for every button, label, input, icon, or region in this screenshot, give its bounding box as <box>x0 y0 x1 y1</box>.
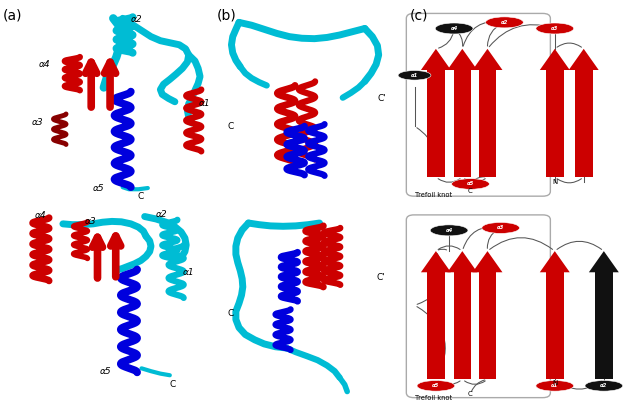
Text: α2: α2 <box>156 210 167 219</box>
Text: α3: α3 <box>551 26 559 31</box>
Bar <box>595 272 613 379</box>
Ellipse shape <box>417 381 455 391</box>
Text: α1: α1 <box>199 99 210 108</box>
Text: α2: α2 <box>501 20 508 25</box>
Bar <box>479 272 496 379</box>
FancyArrow shape <box>569 49 599 70</box>
Text: (a): (a) <box>3 9 23 23</box>
Ellipse shape <box>482 222 520 233</box>
Text: α1: α1 <box>551 383 559 388</box>
Text: α1: α1 <box>411 73 418 78</box>
Text: C: C <box>468 391 473 397</box>
Text: α5: α5 <box>432 383 440 388</box>
Text: C': C' <box>376 273 385 282</box>
Text: α2: α2 <box>131 15 142 24</box>
FancyArrow shape <box>421 49 451 70</box>
Bar <box>575 70 593 177</box>
Text: α4: α4 <box>445 228 453 233</box>
Text: C: C <box>228 123 234 131</box>
Ellipse shape <box>536 381 574 391</box>
Text: N: N <box>552 380 557 385</box>
Text: α4: α4 <box>39 60 50 69</box>
Ellipse shape <box>398 70 431 80</box>
Text: α4: α4 <box>35 211 46 220</box>
FancyArrow shape <box>472 49 503 70</box>
Ellipse shape <box>486 17 523 28</box>
Bar <box>427 272 445 379</box>
Text: α3: α3 <box>85 217 96 225</box>
Bar <box>454 70 471 177</box>
Ellipse shape <box>430 225 468 236</box>
Text: Trefoil knot: Trefoil knot <box>415 395 452 401</box>
FancyArrow shape <box>421 251 451 272</box>
Ellipse shape <box>435 23 473 34</box>
Text: (b): (b) <box>217 9 237 23</box>
Text: α2: α2 <box>600 383 608 388</box>
Text: α4: α4 <box>450 26 458 31</box>
Text: C: C <box>468 188 473 194</box>
Text: (c): (c) <box>410 9 428 23</box>
Text: α5: α5 <box>99 367 111 376</box>
Ellipse shape <box>585 381 623 391</box>
Ellipse shape <box>452 179 489 189</box>
Text: α1: α1 <box>182 268 194 277</box>
Text: α3: α3 <box>31 118 43 127</box>
FancyArrow shape <box>540 251 570 272</box>
Text: α5: α5 <box>467 182 474 186</box>
Ellipse shape <box>536 23 574 34</box>
FancyArrow shape <box>540 49 570 70</box>
Text: α3: α3 <box>497 225 504 230</box>
Text: α5: α5 <box>93 184 104 193</box>
Text: N: N <box>552 179 557 185</box>
FancyArrow shape <box>589 251 619 272</box>
FancyArrow shape <box>447 49 477 70</box>
Text: C': C' <box>377 94 386 103</box>
FancyArrow shape <box>472 251 503 272</box>
Text: C: C <box>170 380 176 389</box>
Bar <box>454 272 471 379</box>
Text: C: C <box>228 309 234 318</box>
Bar <box>479 70 496 177</box>
Text: Trefoil knot: Trefoil knot <box>415 193 452 198</box>
Bar <box>546 272 564 379</box>
Bar <box>427 70 445 177</box>
Text: C: C <box>137 192 143 201</box>
FancyArrow shape <box>447 251 477 272</box>
Bar <box>546 70 564 177</box>
